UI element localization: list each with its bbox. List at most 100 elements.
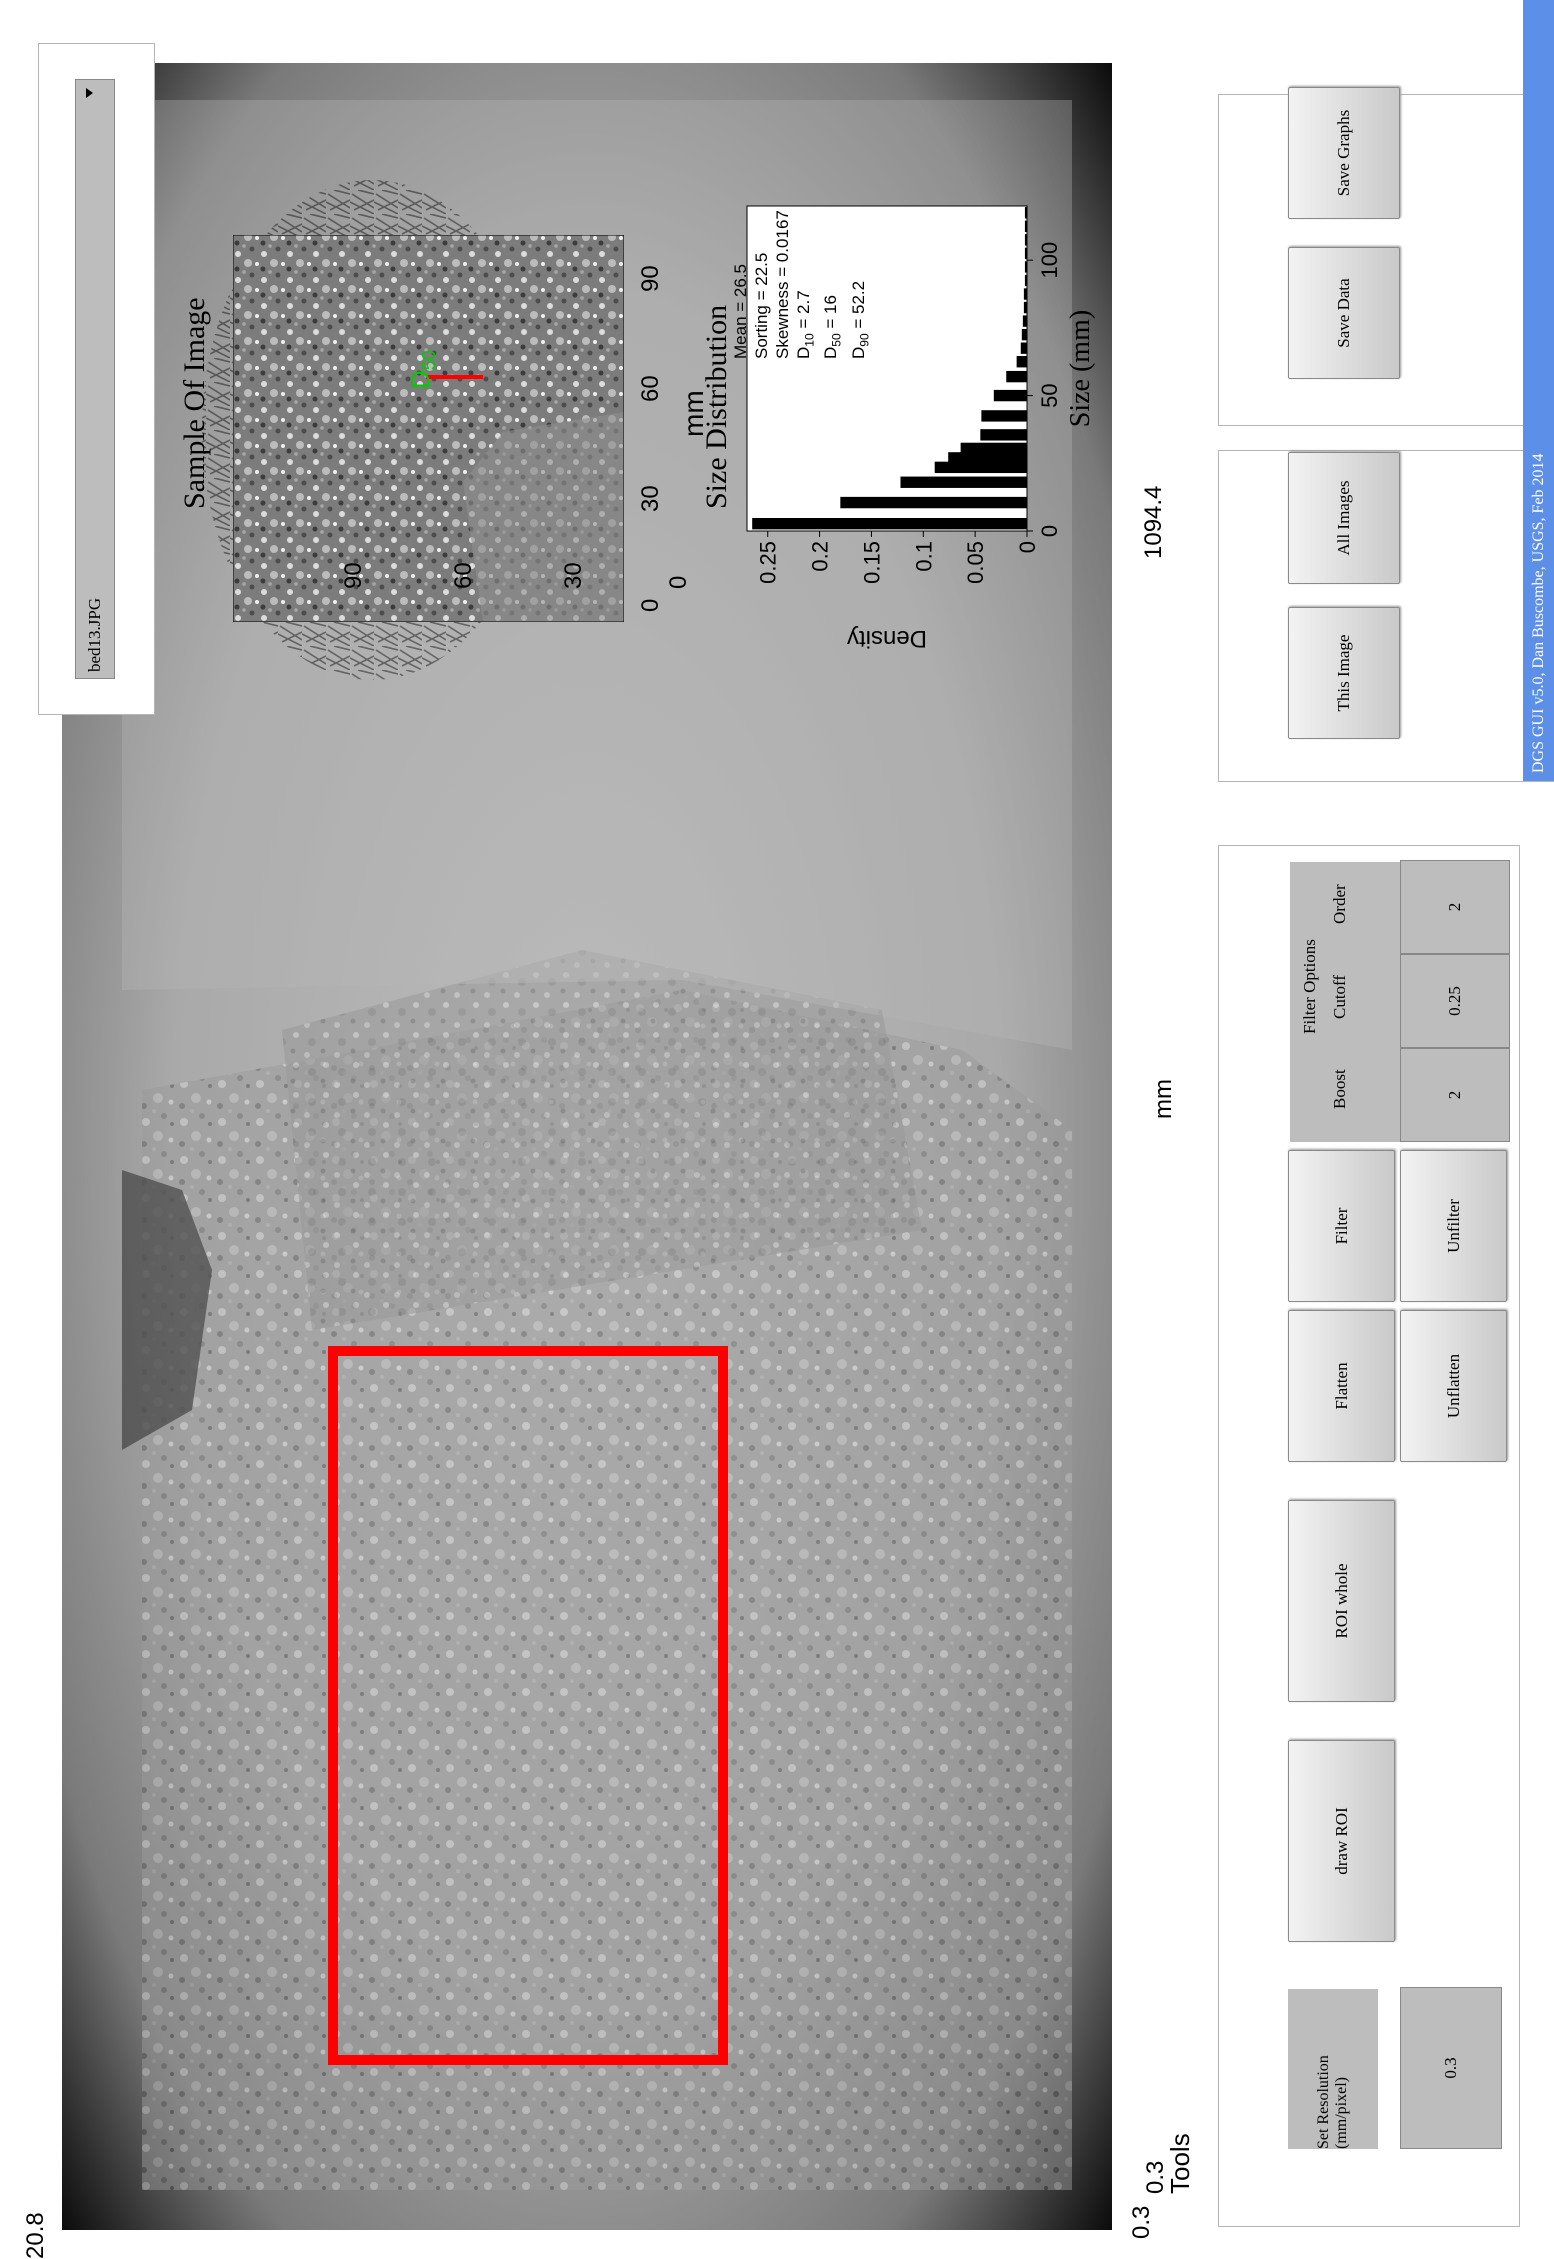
- histogram-bar: [1016, 356, 1028, 368]
- d50-marker-main: D: [405, 370, 435, 389]
- main-axis-xlabel: mm: [1150, 1079, 1177, 1119]
- histogram-bar: [960, 442, 1027, 455]
- histogram-bar: [981, 410, 1027, 422]
- histogram-bar: [980, 429, 1027, 441]
- draw-roi-label: draw ROI: [1331, 1807, 1351, 1875]
- x-tick-label: 100: [1037, 242, 1062, 279]
- save-data-label: Save Data: [1334, 278, 1353, 348]
- all-images-label: All Images: [1334, 480, 1353, 556]
- this-image-button[interactable]: This Image: [1288, 607, 1400, 739]
- credit-footer: DGS GUI v5.0, Dan Buscombe, USGS, Feb 20…: [1523, 0, 1554, 781]
- unfilter-label: Unfilter: [1443, 1199, 1463, 1253]
- resolution-input-value: 0.3: [1441, 2057, 1460, 2079]
- histogram-bar: [1024, 261, 1028, 273]
- y-tick-label: 0.25: [756, 541, 781, 584]
- y-tick-label: 0: [1015, 541, 1040, 553]
- stats-line: Skewness = 0.0167: [773, 210, 792, 359]
- order-input[interactable]: 2: [1400, 860, 1510, 954]
- roi-rectangle: [328, 1346, 728, 2065]
- histogram-bar: [1023, 288, 1027, 300]
- boost-label: Boost: [1330, 1069, 1349, 1109]
- sample-image[interactable]: [233, 235, 624, 622]
- histogram-bar: [1024, 274, 1028, 287]
- resolution-label-text: Set Resolution (mm/pixel): [1315, 2055, 1350, 2149]
- y-tick-label: 0.05: [963, 541, 988, 584]
- stats-line: D10 = 2.7: [794, 290, 817, 359]
- histogram-bar: [1021, 328, 1028, 341]
- this-image-label: This Image: [1334, 634, 1353, 712]
- histogram-bar: [752, 518, 1028, 530]
- histogram-bar: [1023, 301, 1027, 314]
- tools-title: Tools: [1165, 2133, 1195, 2194]
- file-select-dropdown[interactable]: bed13.JPG: [75, 79, 115, 679]
- y-tick-label: 0.2: [808, 541, 833, 572]
- stats-line: Mean = 26.5: [731, 264, 750, 359]
- boost-input[interactable]: 2: [1400, 1048, 1510, 1142]
- cutoff-label: Cutoff: [1330, 974, 1349, 1019]
- histogram-bar: [1006, 370, 1027, 383]
- resolution-input[interactable]: 0.3: [1400, 1987, 1502, 2149]
- unflatten-label: Unflatten: [1443, 1353, 1463, 1419]
- histogram-bar: [1024, 220, 1028, 232]
- roi-whole-label: ROI whole: [1331, 1563, 1351, 1639]
- main-axis-left-bottom: 0.3: [1128, 2205, 1155, 2239]
- d50-marker-sub: 50: [419, 350, 440, 371]
- sample-ytick-0: 0: [637, 598, 664, 612]
- unfilter-button[interactable]: Unfilter: [1400, 1150, 1507, 1302]
- order-label: Order: [1330, 884, 1349, 924]
- sample-ytick-60: 60: [637, 375, 664, 402]
- histogram-bar: [993, 389, 1028, 402]
- chevron-down-icon: [86, 88, 93, 98]
- save-data-button[interactable]: Save Data: [1288, 247, 1400, 379]
- histogram-bar: [1024, 247, 1028, 260]
- flatten-button[interactable]: Flatten: [1288, 1310, 1395, 1462]
- histogram-bar: [1024, 207, 1028, 219]
- save-graphs-button[interactable]: Save Graphs: [1288, 87, 1400, 219]
- y-tick-label: 0.15: [859, 541, 884, 584]
- histogram-bar: [948, 452, 1027, 464]
- stats-line: D90 = 52.2: [848, 280, 872, 359]
- sample-title: Sample Of Image: [178, 297, 211, 509]
- all-images-button[interactable]: All Images: [1288, 452, 1400, 584]
- cutoff-input[interactable]: 0.25: [1400, 954, 1510, 1048]
- histogram-bar: [1022, 315, 1027, 327]
- chart-plot-area: [746, 205, 1028, 532]
- histogram-bar: [934, 461, 1027, 474]
- stats-line: D50 = 16: [821, 295, 844, 359]
- main-axis-left-top: 20.8: [22, 2212, 49, 2259]
- y-axis-label: Density: [847, 625, 927, 652]
- d50-marker-label: D50: [405, 350, 440, 389]
- stats-box: Mean = 26.5 Sorting = 22.5 Skewness = 0.01…: [730, 210, 875, 359]
- filter-button[interactable]: Filter: [1288, 1150, 1395, 1302]
- sample-ytick-30: 30: [637, 485, 664, 512]
- stats-line: Sorting = 22.5: [752, 252, 771, 359]
- credit-text: DGS GUI v5.0, Dan Buscombe, USGS, Feb 20…: [1529, 453, 1547, 773]
- draw-roi-button[interactable]: draw ROI: [1288, 1740, 1395, 1942]
- sample-xtick-0: 0: [665, 575, 692, 589]
- x-tick-label: 50: [1037, 383, 1062, 407]
- sample-xtick-60: 60: [450, 562, 477, 589]
- resolution-label: Set Resolution (mm/pixel): [1288, 1989, 1378, 2149]
- x-axis-label: Size (mm): [1065, 310, 1096, 427]
- roi-whole-button[interactable]: ROI whole: [1288, 1500, 1395, 1702]
- filter-label: Filter: [1331, 1207, 1351, 1245]
- sample-ytick-90: 90: [637, 265, 664, 292]
- histogram-bar: [900, 476, 1027, 488]
- y-tick-label: 0.1: [911, 541, 936, 572]
- x-tick-label: 0: [1037, 525, 1062, 537]
- sample-xtick-30: 30: [560, 562, 587, 589]
- histogram-bar: [840, 496, 1028, 509]
- size-distribution-chart: 0 0.05 0.1 0.15 0.2 0.25 0 50 100 Size (mm) Densit…: [746, 205, 1096, 652]
- flatten-label: Flatten: [1331, 1362, 1351, 1410]
- histogram-bar: [1024, 234, 1028, 246]
- unflatten-button[interactable]: Unflatten: [1400, 1310, 1507, 1462]
- filter-options-title: Filter Options: [1300, 939, 1319, 1034]
- boost-value: 2: [1445, 1090, 1464, 1100]
- file-select-value: bed13.JPG: [85, 597, 104, 672]
- sample-xtick-90: 90: [340, 562, 367, 589]
- order-value: 2: [1445, 902, 1464, 912]
- histogram-bar: [1020, 342, 1027, 354]
- save-graphs-label: Save Graphs: [1334, 109, 1353, 197]
- cutoff-value: 0.25: [1445, 986, 1464, 1016]
